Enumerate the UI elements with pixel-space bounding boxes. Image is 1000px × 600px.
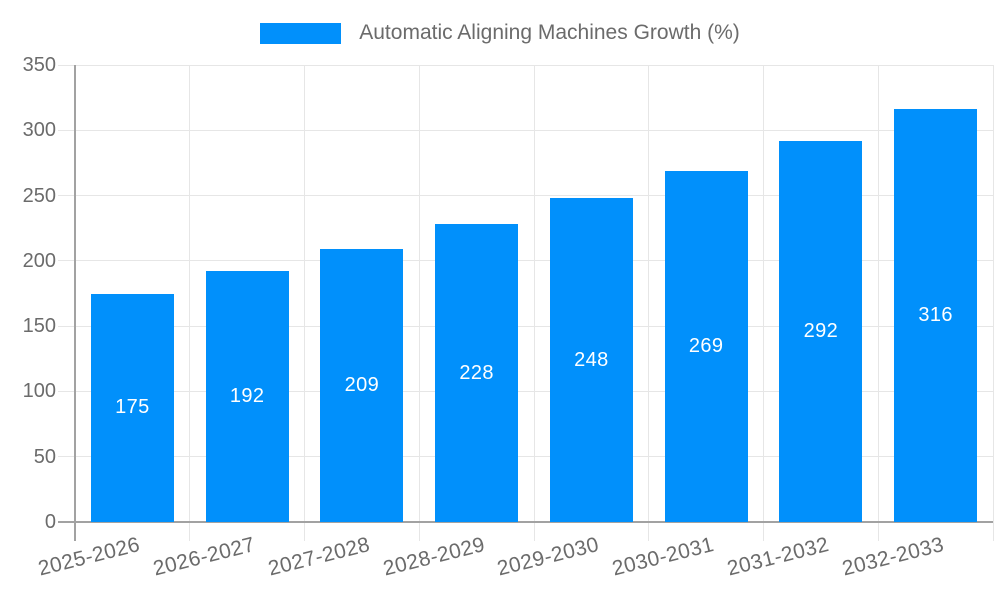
y-axis-tick-label: 250 [22,184,56,207]
x-axis-tick-label: 2029-2030 [495,533,602,581]
legend: Automatic Aligning Machines Growth (%) [0,18,1000,48]
bar-value-label: 228 [459,361,494,384]
x-axis-tick-label: 2032-2033 [839,533,946,581]
y-axis-tick-label: 0 [44,511,56,533]
v-gridline [877,65,879,541]
legend-swatch [260,22,342,44]
x-axis-tick-label: 2031-2032 [724,533,832,581]
bar[interactable]: 192 [205,271,289,522]
x-axis-tick-label: 2028-2029 [380,533,487,581]
bar[interactable]: 316 [894,109,978,522]
bar-value-label: 192 [229,385,265,408]
h-gridline [58,64,993,66]
x-axis-tick-label: 2026-2027 [150,533,258,581]
bar-value-label: 209 [344,374,380,397]
h-gridline [58,325,993,327]
v-gridline [533,65,535,541]
v-gridline [648,65,650,541]
bar[interactable]: 269 [664,170,748,522]
v-gridline [304,65,305,541]
v-gridline [189,65,191,541]
legend-label: Automatic Aligning Machines Growth (%) [359,21,740,44]
h-gridline [58,195,993,197]
h-gridline [58,456,993,458]
x-axis-tick-label: 2025-2026 [36,533,143,581]
x-axis-tick-label: 2027-2028 [265,533,373,581]
y-axis-tick-label: 350 [22,54,56,76]
bar-value-label: 175 [115,396,150,419]
x-axis-tick-label: 2030-2031 [609,533,717,581]
h-gridline [58,260,993,262]
v-gridline [418,65,420,541]
bar[interactable]: 292 [779,140,863,522]
bar-value-label: 269 [688,334,724,357]
bar-value-label: 292 [803,319,839,342]
y-axis-tick-label: 300 [22,119,56,142]
bar[interactable]: 209 [320,249,404,522]
y-axis-line [74,65,76,541]
bar[interactable]: 248 [549,198,633,522]
v-gridline [992,65,994,541]
h-gridline [58,129,993,131]
y-axis-tick-label: 200 [22,249,56,272]
bar[interactable]: 175 [90,293,174,522]
bar-value-label: 248 [574,348,609,371]
bar[interactable]: 228 [435,224,519,522]
x-axis-line [58,521,993,523]
h-gridline [58,390,993,392]
bar-value-label: 316 [918,304,953,327]
y-axis-tick-label: 50 [33,445,56,468]
v-gridline [763,65,764,541]
y-axis-tick-label: 100 [22,380,56,403]
y-axis-tick-label: 150 [22,315,56,338]
